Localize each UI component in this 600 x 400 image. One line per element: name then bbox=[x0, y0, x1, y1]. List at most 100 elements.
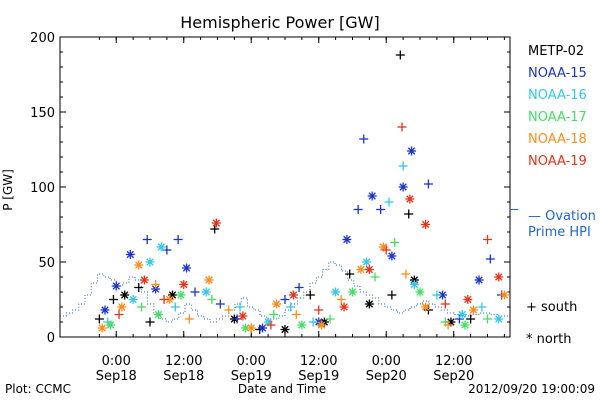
point-stroke bbox=[264, 318, 272, 326]
data-point-south bbox=[308, 317, 318, 327]
point-stroke bbox=[205, 276, 213, 284]
data-point-south bbox=[108, 295, 118, 304]
data-point-north bbox=[134, 260, 144, 270]
point-stroke bbox=[421, 303, 430, 311]
data-point-south bbox=[359, 134, 369, 144]
point-stroke bbox=[407, 147, 416, 155]
point-stroke bbox=[202, 288, 210, 296]
data-point-north bbox=[421, 220, 431, 229]
ovation-legend-line1: — Ovation bbox=[528, 209, 596, 224]
point-stroke bbox=[331, 288, 340, 296]
point-stroke bbox=[165, 295, 174, 304]
data-point-south bbox=[280, 295, 290, 304]
point-stroke bbox=[406, 195, 414, 203]
data-point-south bbox=[345, 269, 355, 279]
point-stroke bbox=[112, 282, 120, 290]
data-point-north bbox=[494, 272, 504, 282]
point-stroke bbox=[410, 280, 419, 289]
data-point-north bbox=[128, 295, 138, 304]
data-point-south bbox=[395, 50, 405, 60]
data-point-south bbox=[305, 290, 315, 300]
data-point-south bbox=[477, 302, 487, 312]
point-stroke bbox=[120, 291, 129, 299]
data-point-north bbox=[182, 263, 192, 273]
data-point-north bbox=[356, 265, 366, 274]
point-stroke bbox=[365, 300, 374, 308]
x-tick-time: 0:00 bbox=[237, 354, 266, 369]
data-point-south bbox=[353, 205, 363, 214]
chart-title: Hemispheric Power [GW] bbox=[180, 13, 379, 32]
data-point-north bbox=[156, 242, 166, 252]
data-point-south bbox=[483, 235, 492, 244]
data-point-south bbox=[184, 314, 194, 324]
data-point-north bbox=[398, 182, 408, 192]
legend-entry: NOAA-18 bbox=[528, 132, 587, 147]
x-tick-date: Sep19 bbox=[231, 369, 272, 384]
point-stroke bbox=[247, 324, 255, 332]
data-point-south bbox=[440, 299, 450, 309]
data-point-north bbox=[204, 275, 214, 285]
x-tick-date: Sep20 bbox=[366, 369, 407, 384]
data-point-north bbox=[331, 287, 341, 297]
data-point-south bbox=[266, 320, 276, 330]
data-point-south bbox=[269, 310, 279, 319]
legend-entry: NOAA-15 bbox=[528, 66, 587, 81]
data-point-south bbox=[210, 224, 220, 234]
data-point-north bbox=[176, 290, 186, 300]
data-point-north bbox=[280, 325, 290, 334]
data-point-south bbox=[381, 245, 391, 255]
footer-source: Plot: CCMC bbox=[5, 382, 71, 396]
data-point-north bbox=[125, 250, 135, 259]
point-stroke bbox=[126, 250, 135, 259]
data-point-south bbox=[398, 161, 408, 171]
data-point-south bbox=[159, 295, 169, 304]
point-stroke bbox=[101, 306, 109, 314]
y-axis: 0 50 100 150 200 bbox=[30, 31, 510, 346]
data-point-north bbox=[342, 235, 352, 244]
point-stroke bbox=[357, 265, 365, 274]
ovation-step-line bbox=[60, 261, 510, 323]
data-point-north bbox=[211, 218, 221, 228]
data-point-south bbox=[423, 179, 433, 189]
data-point-south bbox=[170, 302, 180, 312]
data-point-south bbox=[114, 310, 124, 319]
data-point-north bbox=[297, 320, 307, 330]
data-point-north bbox=[407, 146, 417, 156]
point-stroke bbox=[399, 183, 407, 191]
point-stroke bbox=[182, 264, 191, 272]
point-stroke bbox=[348, 288, 357, 296]
data-point-south bbox=[235, 302, 245, 312]
data-point-south bbox=[137, 302, 147, 312]
data-point-north bbox=[367, 191, 377, 201]
x-tick-time: 12:00 bbox=[165, 354, 202, 369]
data-point-south bbox=[224, 305, 234, 315]
data-point-north bbox=[100, 305, 110, 315]
data-point-north bbox=[201, 287, 211, 297]
point-stroke bbox=[180, 280, 188, 289]
data-point-north bbox=[362, 257, 372, 267]
legend-entry: METP-02 bbox=[528, 44, 584, 59]
legend-entry: NOAA-17 bbox=[528, 110, 587, 125]
point-stroke bbox=[298, 321, 306, 329]
data-point-north bbox=[457, 310, 467, 319]
point-stroke bbox=[157, 243, 165, 251]
data-point-south bbox=[207, 295, 217, 304]
data-point-north bbox=[339, 302, 349, 312]
data-point-south bbox=[404, 209, 414, 219]
point-stroke bbox=[421, 220, 430, 229]
x-tick-date: Sep18 bbox=[163, 369, 204, 384]
marker-legend-north: * north bbox=[526, 332, 572, 347]
point-stroke bbox=[281, 325, 289, 334]
point-stroke bbox=[464, 295, 472, 304]
point-stroke bbox=[469, 306, 478, 314]
point-stroke bbox=[368, 192, 376, 200]
data-point-north bbox=[179, 280, 189, 289]
point-stroke bbox=[239, 312, 247, 320]
point-stroke bbox=[438, 291, 447, 299]
data-point-south bbox=[151, 280, 161, 289]
data-point-north bbox=[153, 310, 163, 319]
data-point-north bbox=[468, 305, 478, 315]
point-stroke bbox=[98, 324, 106, 332]
